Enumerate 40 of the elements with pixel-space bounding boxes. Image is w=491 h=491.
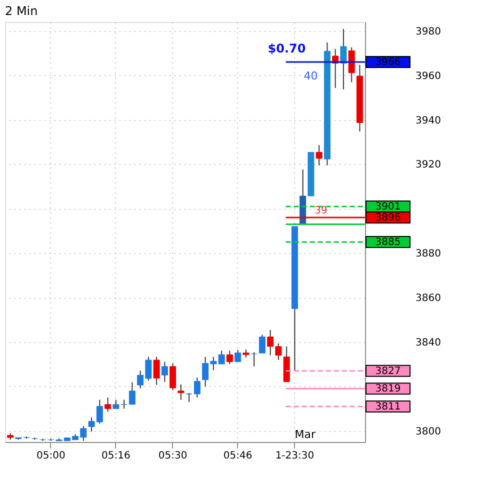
ref-line-label: 3896 [375,212,401,224]
x-tick-label: 05:16 [102,450,130,462]
candlestick [178,384,184,400]
y-tick-label: 3920 [416,160,441,171]
y-tick-label: 3880 [416,248,441,260]
candlestick [348,46,355,83]
annotation: 39 [314,206,328,217]
y-tick-label: 3960 [416,70,441,82]
ref-line-label: 3819 [375,384,401,395]
ref-line-label: 3901 [375,201,401,212]
candlestick [153,356,160,386]
ref-line-label: 3966 [375,57,401,68]
ref-line-label: 3811 [375,401,401,412]
candlestick [170,362,176,391]
x-tick-label: 05:46 [223,450,252,462]
x-tick-label: 05:00 [36,450,66,462]
y-tick-label: 3940 [416,115,441,126]
candlestick [316,144,322,166]
x-tick-label: 1-23:30 [275,450,314,462]
y-tick-label: 3860 [416,293,441,304]
candlestick [234,350,242,362]
y-tick-label: 3840 [416,338,441,348]
annotation: $0.70 [268,42,306,56]
candlestick [250,352,258,367]
candlestick [186,392,192,402]
annotation: Mar [294,428,316,441]
ref-line-label: 3827 [375,366,401,377]
candlestick [340,28,347,90]
y-tick-label: 3980 [416,26,441,38]
candlestick [258,334,266,354]
y-tick-label: 3800 [416,426,441,438]
ref-line-label: 3885 [375,237,401,248]
candlestick [161,361,168,382]
candlestick [194,377,200,398]
x-tick-label: 05:30 [158,450,188,462]
annotation: 40 [304,69,318,82]
candlestick [128,382,136,405]
candlestick [226,350,233,364]
chart-title: 2 Min [5,4,38,18]
candlestick [104,397,112,412]
